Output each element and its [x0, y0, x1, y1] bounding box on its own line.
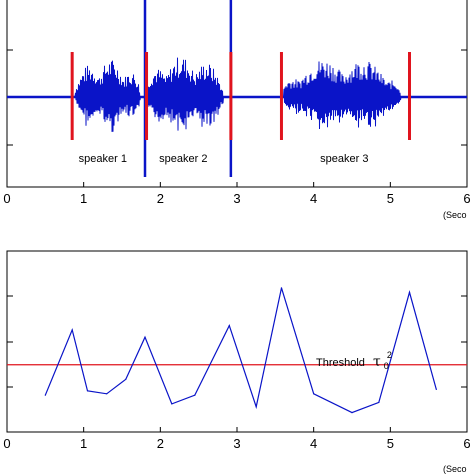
speaker-labels: speaker 1 speaker 2 speaker 3: [79, 153, 369, 165]
distance-x-tick-label: 2: [157, 436, 164, 451]
waveform-x-tick-label: 6: [463, 191, 470, 206]
threshold-symbol: τ: [373, 354, 381, 370]
distance-point: [378, 401, 380, 404]
distance-point: [106, 393, 108, 395]
distance-point: [313, 393, 315, 395]
threshold-label-text: Threshold: [316, 357, 365, 369]
speech-segment: [146, 57, 229, 131]
distance-axes-frame: [6, 250, 468, 433]
waveform-x-ticks: 0 1 2 3 4 5 6: [3, 182, 471, 206]
distance-x-tick-label: 5: [387, 436, 394, 451]
distance-point: [171, 403, 173, 405]
distance-x-tick-label: 6: [463, 436, 470, 451]
distance-x-ticks: 0 1 2 3 4 5 6: [3, 427, 471, 451]
waveform-y-ticks: [7, 49, 467, 146]
waveform-x-tick-label: 5: [387, 191, 394, 206]
speaker-label: speaker 3: [320, 153, 368, 165]
distance-unit-label: (Seco: [443, 464, 467, 474]
distance-point: [228, 325, 230, 327]
threshold-superscript: 2: [387, 350, 392, 360]
distance-point: [71, 329, 73, 331]
distance-point: [125, 378, 127, 380]
speaker-label: speaker 2: [159, 153, 207, 165]
distance-x-tick-label: 1: [80, 436, 87, 451]
distance-point: [86, 390, 89, 392]
distance-point: [255, 406, 257, 408]
waveform-unit-label: (Seco: [443, 210, 467, 220]
waveform-panel: 0 1 2 3 4 5 6 speaker 1 speaker 2 speaker 3 (Sec…: [3, 0, 471, 220]
distance-series: [44, 287, 437, 414]
threshold-label: Threshold τ 0 2: [316, 350, 392, 372]
distance-point: [280, 287, 283, 289]
distance-panel: 0 1 2 3 4 5 6 Threshold τ 0 2 (Seco: [3, 250, 471, 474]
distance-point: [44, 394, 46, 396]
waveform-x-tick-label: 4: [310, 191, 317, 206]
waveform-x-tick-label: 3: [233, 191, 240, 206]
distance-y-ticks: [7, 295, 467, 388]
distance-point: [408, 291, 411, 293]
speaker-boundaries: [70, 52, 411, 140]
waveform-signal: [7, 0, 467, 177]
speaker-label: speaker 1: [79, 153, 127, 165]
waveform-x-tick-label: 0: [3, 191, 10, 206]
distance-point: [194, 394, 196, 396]
threshold-subscript: 0: [384, 361, 389, 371]
speech-segment: [74, 60, 145, 132]
waveform-x-tick-label: 1: [80, 191, 87, 206]
distance-x-tick-label: 3: [233, 436, 240, 451]
speech-segment: [283, 61, 410, 130]
distance-series-line: [44, 287, 437, 414]
distance-point: [144, 336, 146, 338]
distance-point: [435, 388, 437, 390]
distance-x-tick-label: 4: [310, 436, 317, 451]
distance-x-tick-label: 0: [3, 436, 10, 451]
waveform-x-tick-label: 2: [157, 191, 164, 206]
distance-point: [351, 412, 353, 414]
